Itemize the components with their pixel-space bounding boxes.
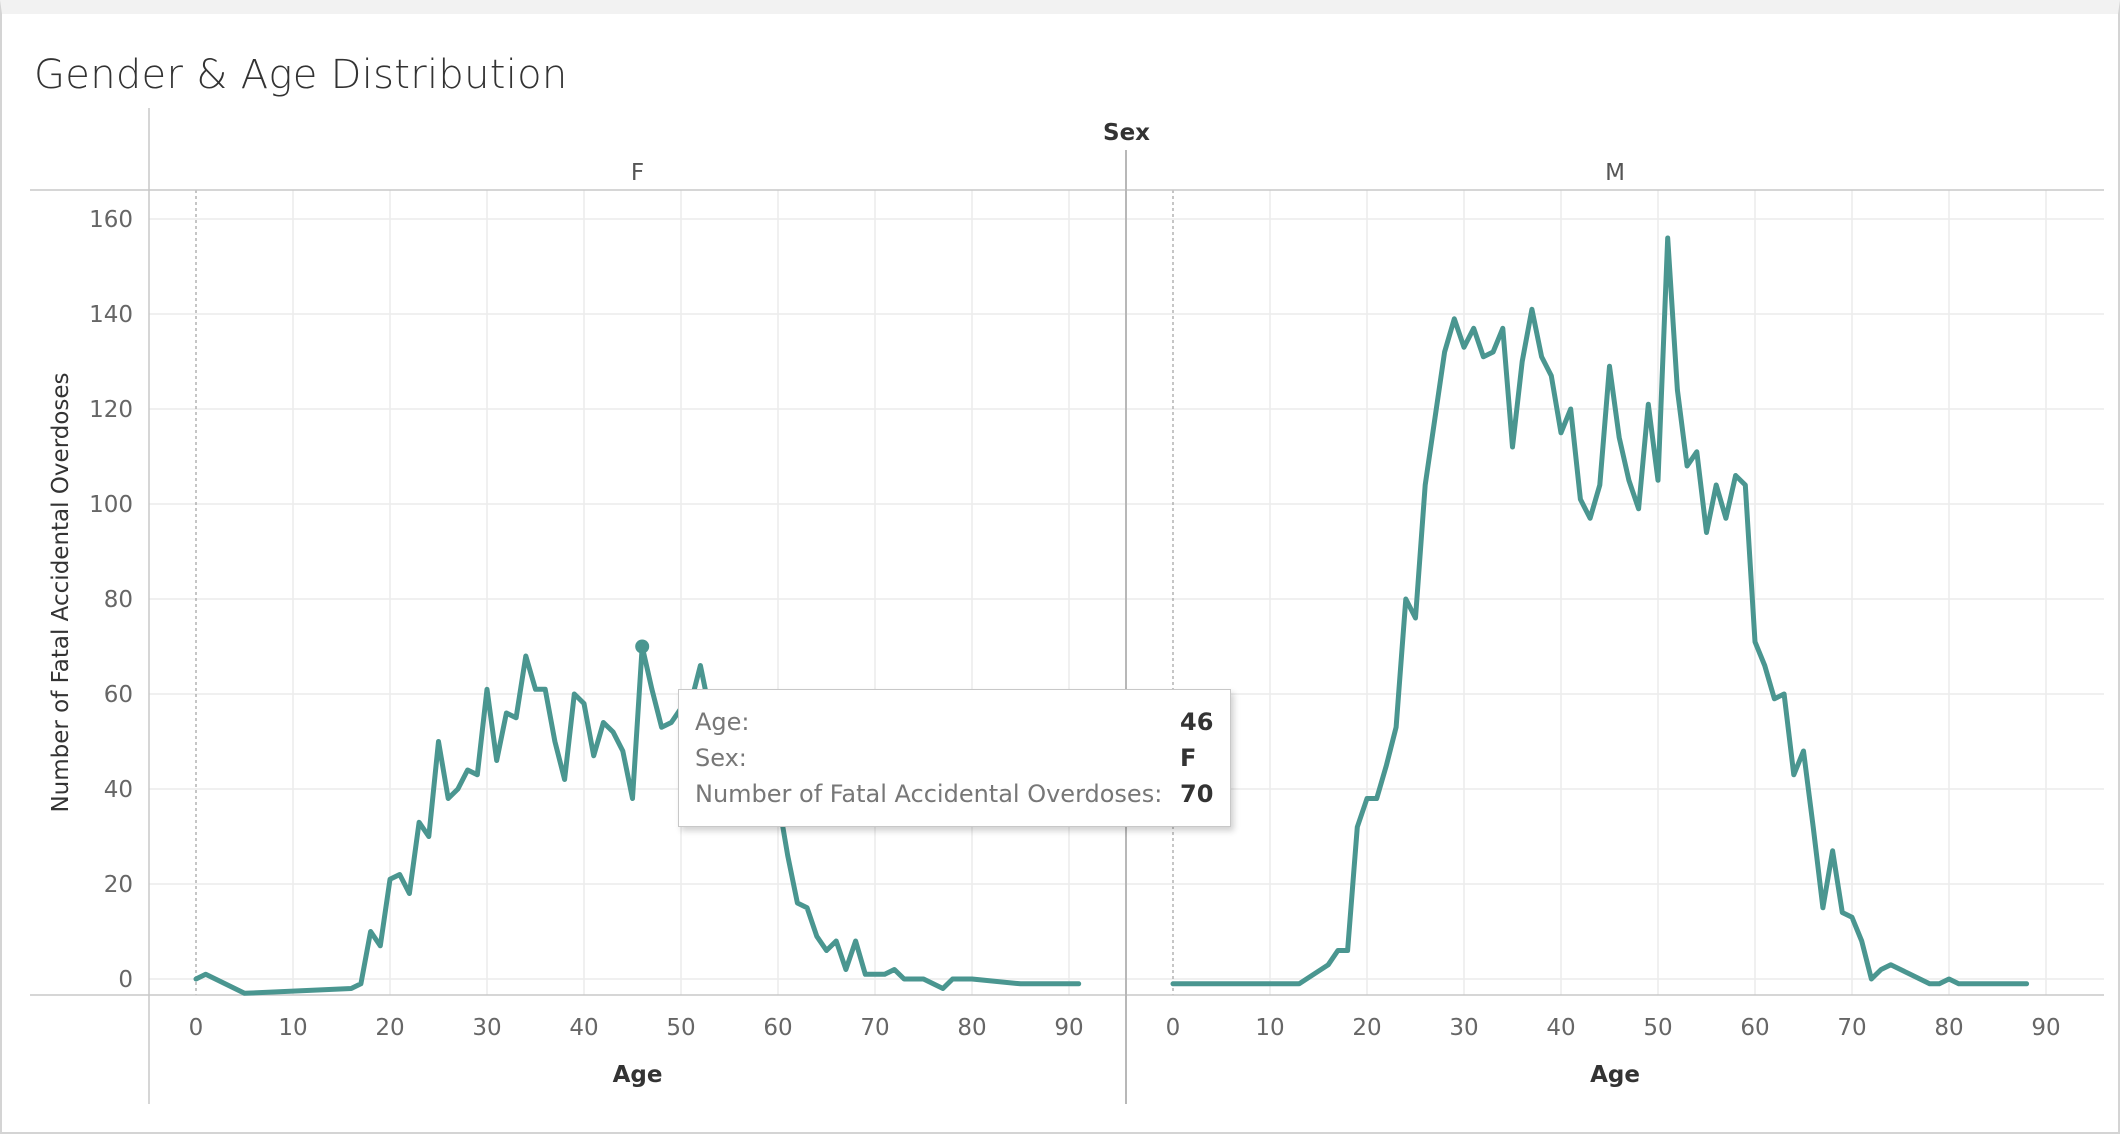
x-tick-label: 30 [472, 1015, 501, 1041]
x-tick-label: 0 [189, 1015, 204, 1041]
y-tick-label: 120 [89, 397, 133, 423]
y-tick-label: 40 [104, 777, 133, 803]
x-tick-label: 50 [1643, 1015, 1672, 1041]
x-tick-label: 0 [1166, 1015, 1181, 1041]
x-axis-title: Age [613, 1062, 663, 1088]
y-tick-label: 80 [104, 587, 133, 613]
facet-label-f: F [631, 160, 644, 186]
x-tick-label: 50 [666, 1015, 695, 1041]
x-tick-label: 90 [2031, 1015, 2060, 1041]
tooltip-count-value: 70 [1180, 780, 1214, 808]
x-tick-label: 60 [1740, 1015, 1769, 1041]
chart-title: Gender & Age Distribution [34, 52, 568, 98]
x-tick-label: 20 [1352, 1015, 1381, 1041]
series-line-m[interactable] [1170, 235, 2030, 987]
highlighted-data-point[interactable] [635, 639, 650, 654]
x-tick-label: 20 [375, 1015, 404, 1041]
x-tick-label: 80 [957, 1015, 986, 1041]
tooltip-age-value: 46 [1180, 708, 1214, 736]
y-tick-label: 100 [89, 492, 133, 518]
y-tick-label: 0 [118, 967, 133, 993]
y-tick-label: 140 [89, 302, 133, 328]
x-tick-label: 10 [278, 1015, 307, 1041]
x-tick-label: 70 [1837, 1015, 1866, 1041]
y-tick-label: 20 [104, 872, 133, 898]
tooltip: Age: 46 Sex: F Number of Fatal Accidenta… [678, 689, 1231, 827]
facet-label-m: M [1605, 160, 1625, 186]
tooltip-age-label: Age: [695, 708, 750, 736]
tooltip-row-age: Age: 46 [695, 704, 1216, 740]
y-tick-label: 60 [104, 682, 133, 708]
x-tick-label: 30 [1449, 1015, 1478, 1041]
y-tick-label: 160 [89, 207, 133, 233]
x-tick-label: 70 [860, 1015, 889, 1041]
x-tick-label: 10 [1255, 1015, 1284, 1041]
tooltip-row-sex: Sex: F [695, 740, 1216, 776]
tooltip-row-count: Number of Fatal Accidental Overdoses: 70 [695, 776, 1216, 812]
x-tick-label: 60 [763, 1015, 792, 1041]
tooltip-sex-label: Sex: [695, 744, 747, 772]
x-tick-label: 40 [569, 1015, 598, 1041]
y-axis-title: Number of Fatal Accidental Overdoses [48, 372, 74, 812]
x-tick-label: 80 [1934, 1015, 1963, 1041]
x-tick-label: 40 [1546, 1015, 1575, 1041]
facet-title-sex: Sex [1103, 120, 1150, 146]
tooltip-count-label: Number of Fatal Accidental Overdoses: [695, 780, 1163, 808]
x-axis-title: Age [1590, 1062, 1640, 1088]
series-line-f[interactable] [193, 644, 1082, 996]
tooltip-sex-value: F [1180, 744, 1197, 772]
x-tick-label: 90 [1054, 1015, 1083, 1041]
